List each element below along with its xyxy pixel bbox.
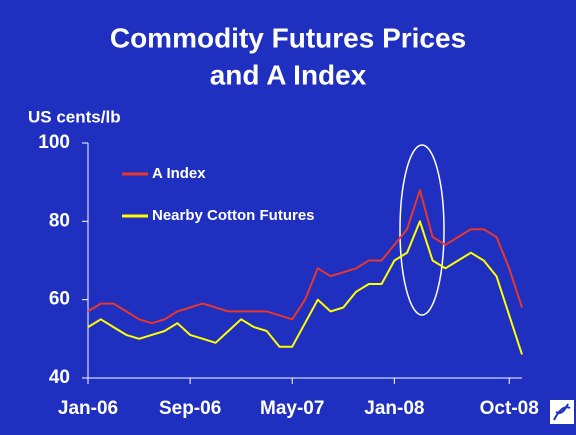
highlight-ellipse [399, 144, 445, 316]
x-tick-label: Oct-08 [480, 398, 539, 419]
legend-label: A Index [152, 165, 206, 182]
chart-title: Commodity Futures Prices [110, 22, 466, 53]
y-tick-label: 40 [49, 367, 70, 388]
series-line [87, 220, 523, 355]
chart-subtitle: and A Index [210, 59, 367, 90]
y-tick-label: 100 [38, 132, 70, 153]
y-tick-label: 80 [49, 210, 70, 231]
x-tick-label: Jan-06 [58, 398, 118, 419]
x-tick-label: Jan-08 [364, 398, 424, 419]
x-tick-label: Sep-06 [159, 398, 221, 419]
series-line [87, 189, 523, 325]
y-tick-label: 60 [49, 289, 70, 310]
x-tick-label: May-07 [260, 398, 324, 419]
y-axis-label: US cents/lb [28, 107, 121, 126]
legend-label: Nearby Cotton Futures [152, 207, 315, 224]
cotton-icon [550, 400, 574, 424]
